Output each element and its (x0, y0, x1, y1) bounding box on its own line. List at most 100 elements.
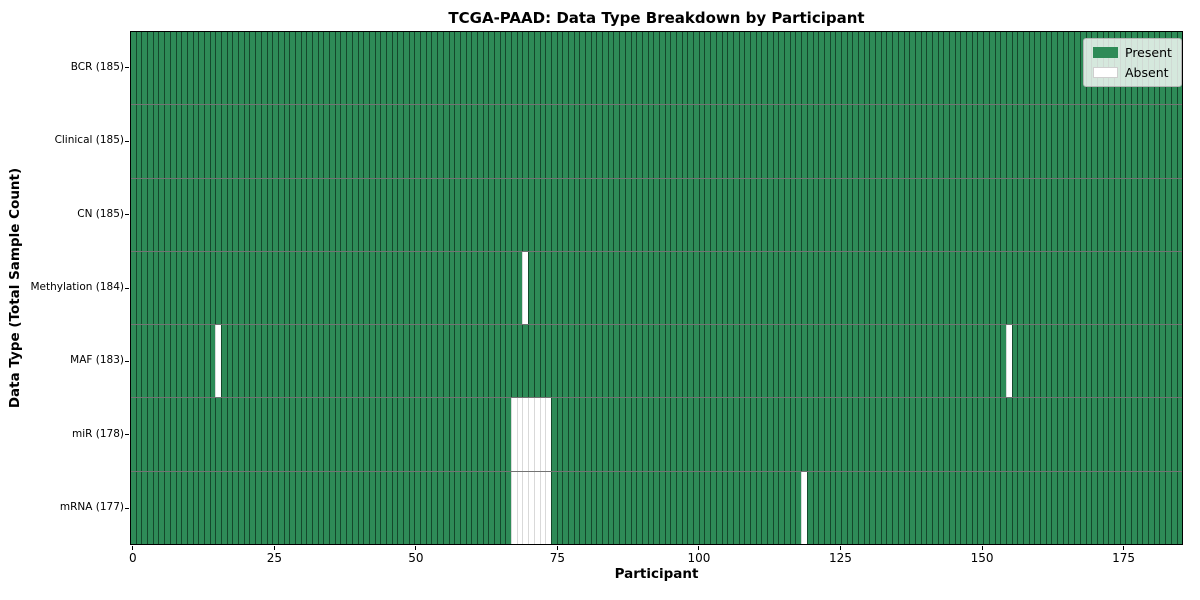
heatmap-cell (1074, 178, 1080, 251)
heatmap-cell (522, 178, 529, 251)
heatmap-cell (840, 471, 847, 544)
heatmap-cell (260, 105, 267, 178)
y-tick-label: BCR (185) (70, 60, 124, 73)
heatmap-cell (232, 178, 239, 251)
heatmap-cell (983, 178, 989, 251)
heatmap-cell (363, 471, 369, 544)
heatmap-cell (647, 32, 654, 105)
heatmap-cell (937, 251, 944, 325)
heatmap-cell (664, 398, 671, 471)
heatmap-cell (596, 325, 603, 398)
heatmap-cell (1017, 32, 1023, 105)
heatmap-cell (676, 105, 682, 178)
heatmap-cell (966, 251, 972, 325)
heatmap-cell (511, 105, 517, 178)
heatmap-cell (869, 398, 876, 471)
heatmap-cell (374, 471, 381, 544)
heatmap-cell (420, 178, 426, 251)
heatmap-cell (926, 398, 932, 471)
heatmap-cell (892, 325, 898, 398)
heatmap-cell (459, 178, 466, 251)
heatmap-cell (698, 251, 705, 325)
heatmap-cell (795, 398, 802, 471)
heatmap-cell (641, 398, 648, 471)
heatmap-cell (334, 32, 341, 105)
heatmap-cell (1153, 325, 1160, 398)
heatmap-cell (840, 105, 847, 178)
x-tick-label: 50 (408, 551, 424, 565)
heatmap-cell (1113, 105, 1120, 178)
heatmap-cell (1017, 398, 1023, 471)
heatmap-cell (131, 398, 136, 471)
heatmap-cell (300, 32, 307, 105)
heatmap-cell (1057, 471, 1063, 544)
heatmap-cell (778, 325, 785, 398)
heatmap-cell (385, 105, 392, 178)
heatmap-cell (238, 325, 244, 398)
heatmap-cell (869, 325, 876, 398)
heatmap-cell (221, 105, 227, 178)
heatmap-cell (1125, 251, 1131, 325)
heatmap-cell (1034, 325, 1040, 398)
heatmap-cell (317, 105, 324, 178)
heatmap-cell (482, 325, 489, 398)
heatmap-cell (147, 178, 153, 251)
heatmap-cell (317, 325, 324, 398)
heatmap-cell (1034, 178, 1040, 251)
x-tick-mark (415, 546, 417, 550)
heatmap-cell (658, 325, 665, 398)
heatmap-cell (459, 32, 466, 105)
heatmap-cell (920, 32, 927, 105)
heatmap-cell (1102, 178, 1109, 251)
heatmap-cell (203, 471, 210, 544)
heatmap-cell (1074, 471, 1080, 544)
heatmap-cell (420, 398, 426, 471)
heatmap-cell (983, 32, 989, 105)
heatmap-cell (528, 398, 534, 471)
heatmap-cell (727, 398, 733, 471)
heatmap-cell (1170, 251, 1177, 325)
heatmap-cell (397, 178, 403, 251)
heatmap-cell (931, 398, 938, 471)
heatmap-cell (1085, 251, 1092, 325)
heatmap-cell (550, 471, 557, 544)
heatmap-cell (630, 325, 637, 398)
heatmap-cell (289, 105, 295, 178)
heatmap-cell (943, 471, 949, 544)
heatmap-cell (1062, 471, 1069, 544)
heatmap-cell (801, 105, 807, 178)
heatmap-cell (772, 32, 779, 105)
heatmap-cell (408, 398, 415, 471)
heatmap-cell (181, 325, 187, 398)
heatmap-cell (147, 325, 153, 398)
heatmap-cell (391, 398, 398, 471)
heatmap-cell (317, 398, 324, 471)
heatmap-cell (442, 105, 449, 178)
heatmap-cell (437, 325, 443, 398)
heatmap-cell (1045, 178, 1052, 251)
heatmap-cell (545, 251, 551, 325)
heatmap-cell (789, 471, 796, 544)
heatmap-cell (704, 178, 711, 251)
heatmap-cell (875, 471, 881, 544)
heatmap-cell (909, 178, 915, 251)
heatmap-cell (653, 251, 659, 325)
heatmap-cell (454, 105, 460, 178)
heatmap-cell (664, 178, 671, 251)
heatmap-cell (1017, 178, 1023, 251)
heatmap-cell (573, 398, 580, 471)
heatmap-cell (1079, 32, 1086, 105)
heatmap-cell (448, 251, 455, 325)
heatmap-cell (818, 251, 824, 325)
heatmap-cell (755, 398, 762, 471)
heatmap-row-CN (131, 177, 1183, 251)
heatmap-cell (232, 105, 239, 178)
heatmap-cell (1022, 325, 1029, 398)
heatmap-cell (1074, 398, 1080, 471)
heatmap-cell (693, 105, 699, 178)
heatmap-cell (1085, 105, 1092, 178)
heatmap-cell (641, 251, 648, 325)
heatmap-cell (312, 471, 318, 544)
heatmap-cell (363, 178, 369, 251)
heatmap-cell (471, 398, 477, 471)
